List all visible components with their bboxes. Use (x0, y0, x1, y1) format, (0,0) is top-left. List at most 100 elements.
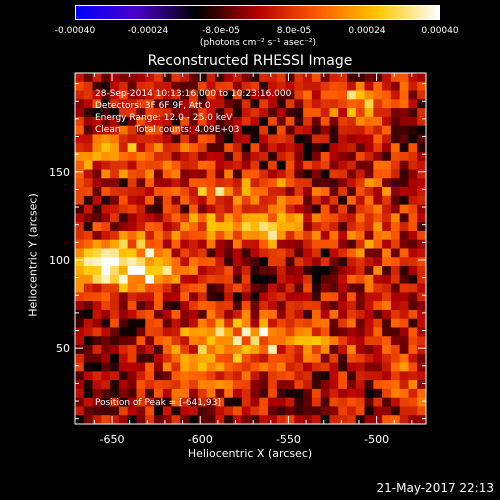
heatmap-cell (390, 108, 401, 118)
heatmap-cell (390, 81, 401, 91)
heatmap-cell (338, 151, 348, 162)
heatmap-cell (215, 230, 225, 241)
heatmap-cell (408, 99, 418, 109)
heatmap-cell (329, 178, 339, 188)
heatmap-cell (162, 187, 172, 197)
heatmap-cell (110, 239, 120, 249)
heatmap-cell (171, 125, 181, 135)
heatmap-cell (338, 204, 348, 214)
heatmap-cell (215, 125, 225, 135)
heatmap-cell (364, 99, 374, 109)
heatmap-cell (338, 309, 348, 320)
heatmap-cell (408, 116, 418, 127)
heatmap-cell (206, 213, 216, 223)
heatmap-cell (127, 160, 137, 170)
heatmap-cell (75, 195, 85, 206)
heatmap-cell (408, 125, 418, 135)
heatmap-cell (329, 125, 339, 135)
heatmap-cell (92, 309, 102, 320)
heatmap-cell (364, 143, 374, 153)
heatmap-cell (259, 151, 269, 162)
heatmap-cell (75, 108, 85, 118)
heatmap-cell (294, 283, 304, 293)
heatmap-cell (303, 230, 313, 241)
heatmap-cell (189, 99, 199, 109)
heatmap-cell (197, 169, 208, 179)
heatmap-cell (136, 274, 146, 285)
heatmap-cell (180, 169, 190, 179)
heatmap-cell (303, 415, 313, 425)
heatmap-cell (250, 73, 260, 83)
heatmap-cell (153, 406, 164, 416)
heatmap-cell (92, 134, 102, 144)
heatmap-cell (83, 108, 93, 118)
heatmap-cell (338, 99, 348, 109)
heatmap-cell (189, 257, 199, 267)
heatmap-cell (136, 73, 146, 83)
heatmap-cell (206, 406, 216, 416)
heatmap-cell (338, 239, 348, 249)
heatmap-cell (320, 283, 330, 293)
heatmap-cell (232, 388, 243, 399)
heatmap-cell (399, 187, 409, 197)
heatmap-cell (110, 73, 120, 83)
heatmap-cell (206, 116, 216, 127)
heatmap-cell (206, 380, 216, 390)
heatmap-cell (417, 336, 427, 346)
heatmap-cell (268, 309, 278, 320)
heatmap-cell (189, 309, 199, 320)
heatmap-cell (338, 90, 348, 100)
heatmap-cell (417, 151, 427, 162)
heatmap-cell (320, 222, 330, 232)
heatmap-cell (118, 362, 129, 372)
heatmap-cell (162, 178, 172, 188)
heatmap-cell (224, 274, 234, 285)
heatmap-cell (285, 362, 295, 372)
heatmap-cell (224, 116, 234, 127)
heatmap-cell (75, 345, 85, 355)
heatmap-cell (162, 248, 172, 258)
heatmap-cell (382, 388, 392, 399)
heatmap-cell (118, 345, 129, 355)
heatmap-cell (171, 388, 181, 399)
heatmap-cell (250, 353, 260, 363)
heatmap-cell (268, 178, 278, 188)
heatmap-cell (162, 283, 172, 293)
heatmap-cell (355, 151, 365, 162)
heatmap-cell (92, 327, 102, 337)
heatmap-cell (347, 125, 357, 135)
heatmap-cell (127, 125, 137, 135)
heatmap-cell (390, 257, 401, 267)
heatmap-cell (75, 283, 85, 293)
heatmap-cell (180, 222, 190, 232)
heatmap-cell (268, 415, 278, 425)
heatmap-cell (399, 274, 409, 285)
heatmap-cell (189, 406, 199, 416)
heatmap-cell (347, 318, 357, 328)
heatmap-cell (390, 187, 401, 197)
heatmap-cell (136, 160, 146, 170)
heatmap-cell (232, 151, 243, 162)
heatmap-cell (364, 353, 374, 363)
heatmap-cell (347, 292, 357, 302)
heatmap-cell (399, 292, 409, 302)
heatmap-cell (311, 301, 322, 311)
heatmap-cell (329, 362, 339, 372)
heatmap-cell (373, 292, 383, 302)
heatmap-cell (110, 108, 120, 118)
heatmap-cell (250, 160, 260, 170)
heatmap-cell (189, 108, 199, 118)
heatmap-cell (311, 371, 322, 381)
heatmap-cell (197, 239, 208, 249)
heatmap-cell (180, 160, 190, 170)
heatmap-cell (399, 99, 409, 109)
heatmap-cell (224, 266, 234, 276)
heatmap-cell (197, 187, 208, 197)
heatmap-cell (136, 283, 146, 293)
heatmap-cell (390, 292, 401, 302)
heatmap-cell (101, 388, 111, 399)
heatmap-cell (92, 415, 102, 425)
heatmap-cell (101, 125, 111, 135)
heatmap-cell (320, 160, 330, 170)
heatmap-cell (232, 116, 243, 127)
